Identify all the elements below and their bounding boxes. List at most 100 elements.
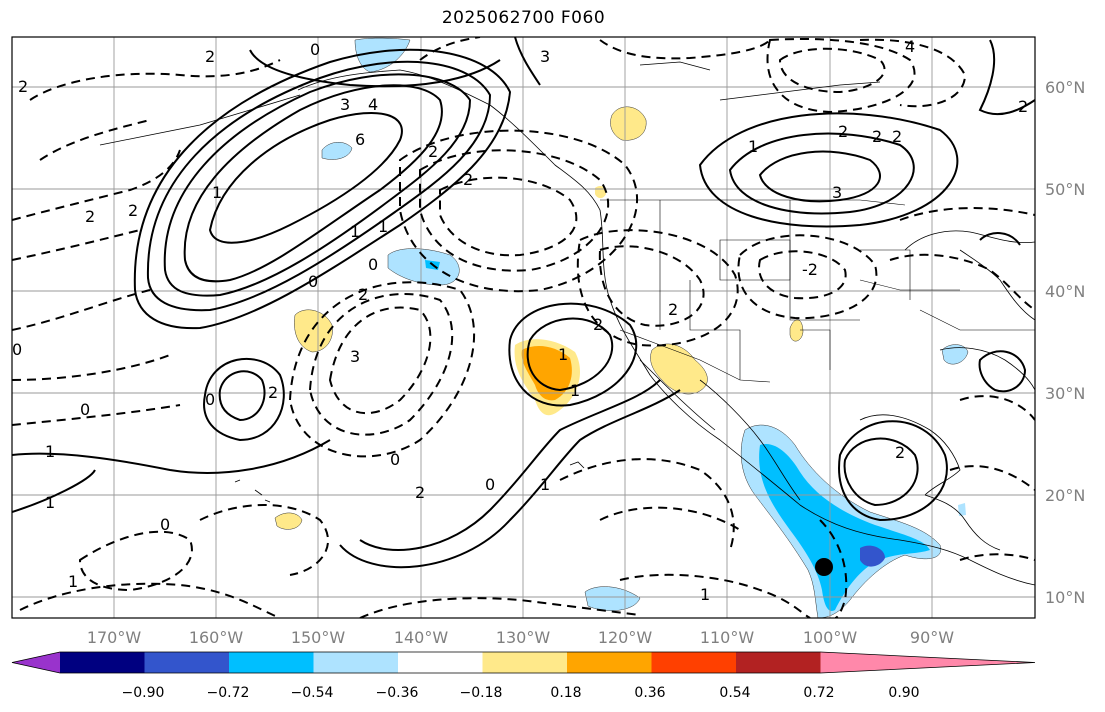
contour-label: 1	[45, 493, 55, 512]
contour-label: 2	[268, 383, 278, 402]
colorbar-tick-labels: −0.90 −0.72 −0.54 −0.36 −0.18 0.18 0.36 …	[122, 685, 920, 701]
contour-label: 1	[350, 222, 360, 241]
negative-patch-east-pacific	[387, 248, 460, 286]
lon-label: 110°W	[700, 628, 755, 647]
contour-label: 2	[1018, 97, 1028, 116]
contour-label: 2	[593, 315, 603, 334]
colorbar-segment	[567, 652, 652, 673]
colorbar-segment	[651, 652, 737, 673]
colorbar-segment	[736, 652, 821, 673]
contour-label: 3	[540, 47, 550, 66]
contour-label: 1	[748, 137, 758, 156]
colorbar-tick-label: 0.54	[719, 685, 750, 701]
contour-label: 1	[570, 381, 580, 400]
colorbar-tick-label: 0.36	[634, 685, 665, 701]
contour-label: 2	[128, 201, 138, 220]
colorbar-segment	[313, 652, 399, 673]
contour-label: 0	[310, 40, 320, 59]
contour-label: 2	[463, 170, 473, 189]
colorbar-segment	[60, 652, 145, 673]
lat-label: 50°N	[1045, 180, 1085, 199]
lon-label: 140°W	[394, 628, 449, 647]
lat-label: 20°N	[1045, 486, 1085, 505]
contour-label: 2	[668, 300, 678, 319]
lon-label: 120°W	[598, 628, 653, 647]
contours-dashed	[12, 37, 1035, 618]
colorbar-segment	[482, 652, 568, 673]
contour-label: 0	[160, 515, 170, 534]
colorbar-segment	[229, 652, 314, 673]
colorbar-outline	[11, 651, 1036, 674]
contour-label: 2	[872, 127, 882, 146]
colorbar-tick-label: −0.18	[460, 685, 503, 701]
contour-label: -2	[802, 260, 818, 279]
positive-patch-baja	[650, 343, 708, 395]
colorbar-tick-label: 0.72	[803, 685, 834, 701]
lat-label: 10°N	[1045, 588, 1085, 607]
colorbar-tick-label: −0.90	[122, 685, 165, 701]
negative-patch-yucatan	[958, 503, 966, 516]
contour-label: 0	[205, 390, 215, 409]
contour-label: 2	[895, 443, 905, 462]
contour-label: 0	[12, 340, 22, 359]
map-title: 2025062700 F060	[441, 8, 606, 28]
positive-patch-hawaii	[274, 512, 303, 530]
contour-label: 1	[700, 585, 710, 604]
lon-label: 90°W	[910, 628, 954, 647]
contour-label: 2	[358, 285, 368, 304]
colorbar	[11, 651, 1036, 674]
negative-dark-mexico	[860, 545, 885, 567]
contour-label: 0	[368, 255, 378, 274]
contour-label: 6	[355, 130, 365, 149]
contour-label: 0	[390, 450, 400, 469]
longitude-labels: 170°W 160°W 150°W 140°W 130°W 120°W 110°…	[87, 628, 954, 647]
lat-label: 60°N	[1045, 78, 1085, 97]
contour-label: 1	[45, 442, 55, 461]
colorbar-tick-label: −0.54	[291, 685, 334, 701]
colorbar-segment	[398, 652, 483, 673]
contour-label: 0	[80, 400, 90, 419]
contour-label: 2	[18, 77, 28, 96]
lon-label: 150°W	[291, 628, 346, 647]
contour-label: 0	[308, 272, 318, 291]
colorbar-tick-label: −0.36	[376, 685, 419, 701]
map-frame	[11, 36, 1036, 619]
contour-label: 1	[212, 183, 222, 202]
contour-label: 1	[558, 345, 568, 364]
lat-label: 40°N	[1045, 282, 1085, 301]
coastlines	[99, 61, 1035, 586]
negative-patch-gulf-alaska	[354, 37, 411, 73]
negative-patch-gulf	[941, 344, 969, 365]
lon-label: 160°W	[189, 628, 244, 647]
contour-label: 2	[205, 47, 215, 66]
contour-label: 2	[415, 483, 425, 502]
colorbar-segment	[144, 652, 230, 673]
colorbar-tick-label: −0.72	[207, 685, 250, 701]
contour-label: 2	[428, 142, 438, 161]
colorbar-tick-label: 0.90	[888, 685, 919, 701]
contour-label: 4	[905, 37, 915, 56]
contour-label: 1	[68, 572, 78, 591]
lon-label: 130°W	[496, 628, 551, 647]
lon-label: 170°W	[87, 628, 142, 647]
contour-label: 2	[838, 122, 848, 141]
location-marker	[815, 558, 833, 576]
contour-label: 3	[832, 183, 842, 202]
contour-label: 1	[540, 475, 550, 494]
colorbar-extend-low	[12, 652, 60, 673]
positive-patch-rockies	[789, 319, 804, 342]
contour-label: 3	[340, 95, 350, 114]
contour-label: 2	[892, 127, 902, 146]
contour-label: 0	[485, 475, 495, 494]
latitude-labels: 60°N 50°N 40°N 30°N 20°N 10°N	[1045, 78, 1085, 607]
contour-label: 3	[350, 347, 360, 366]
negative-patch-north-pacific	[321, 142, 353, 160]
positive-core-california	[521, 346, 572, 401]
positive-patch-canada	[610, 106, 647, 141]
colorbar-tick-label: 0.18	[550, 685, 581, 701]
lat-label: 30°N	[1045, 384, 1085, 403]
colorbar-extend-high	[820, 652, 1035, 673]
lon-label: 100°W	[803, 628, 858, 647]
